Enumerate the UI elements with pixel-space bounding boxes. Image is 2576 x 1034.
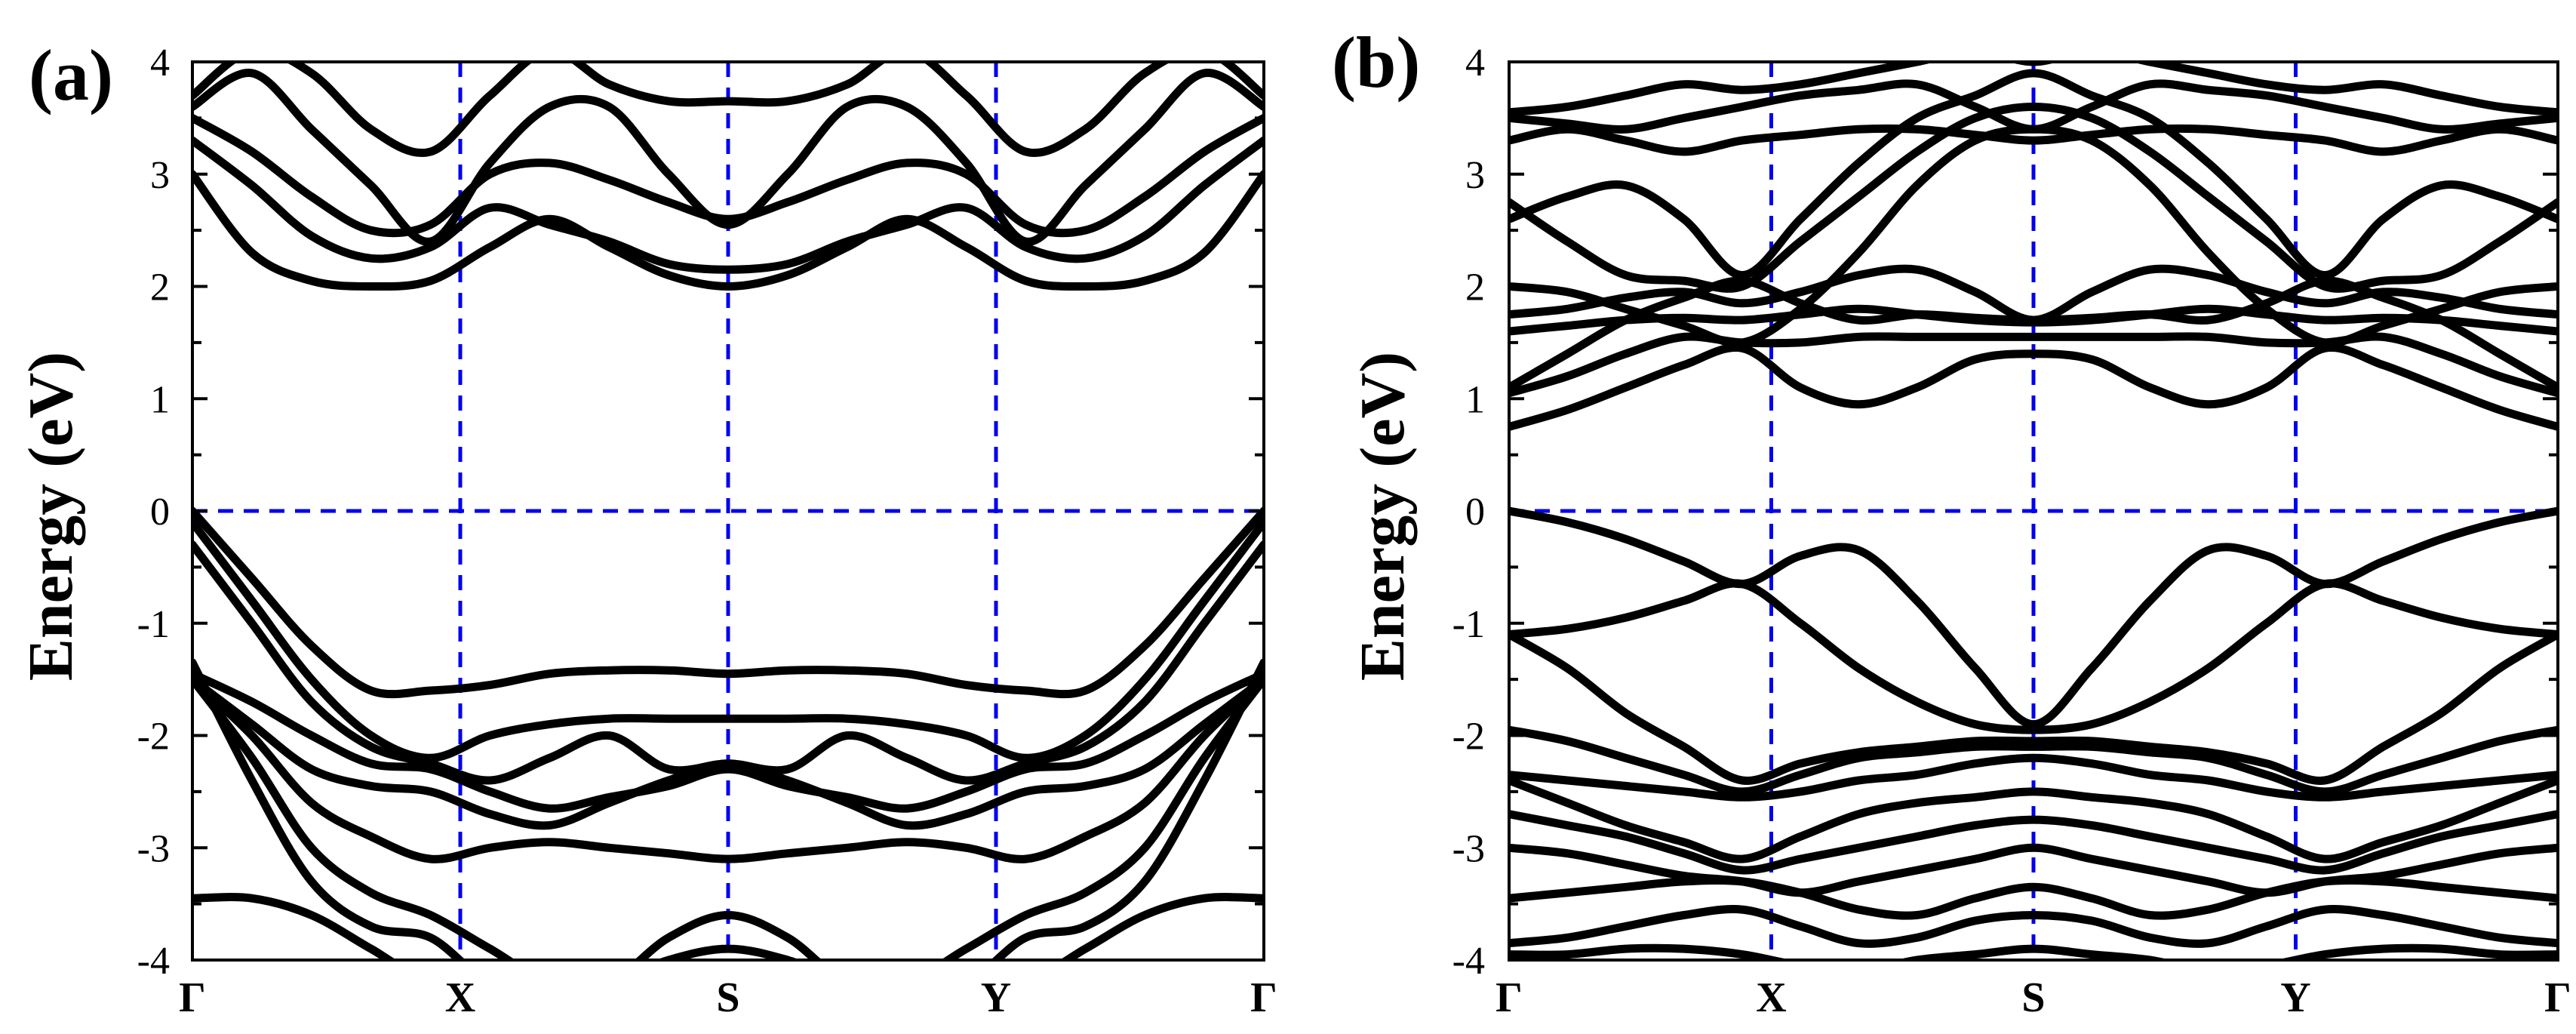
ytick-label-a: 1 — [150, 378, 170, 421]
xtick-label-a: Y — [981, 974, 1011, 1021]
band-cb7-b — [1509, 69, 2558, 280]
ytick-label-a: -1 — [137, 603, 170, 646]
panel-label-b: (b) — [1332, 22, 1420, 103]
ytick-label-a: 0 — [150, 491, 170, 534]
band-cb11-b — [1509, 62, 2558, 117]
plot-frame-a — [191, 60, 1265, 962]
ytick-label-a: -2 — [137, 715, 170, 759]
band-cb2-b — [1509, 332, 2558, 398]
symmetry-lines-b — [1509, 62, 2558, 960]
band-cb5-b — [1509, 264, 2558, 325]
ytick-label-b: -4 — [1452, 940, 1485, 983]
band-vb5-b — [1509, 753, 2558, 802]
ylabel-b: Energy (eV) — [1348, 352, 1418, 681]
panel-a: (a) Energy (eV) 4 3 2 1 0 -1 -2 -3 -4 Γ X S Y Γ — [16, 35, 1277, 1021]
band-cb5-a — [192, 62, 1264, 157]
ytick-labels-b: 4 3 2 1 0 -1 -2 -3 -4 — [1452, 42, 1485, 983]
ytick-label-b: 2 — [1465, 266, 1485, 309]
band-vb2-a — [192, 518, 1264, 762]
band-vb9-b — [1509, 876, 2558, 920]
xtick-label-a: Γ — [179, 974, 206, 1021]
panel-b: (b) Energy (eV) 4 3 2 1 0 -1 -2 -3 -4 Γ X S Y Γ — [1332, 22, 2571, 1021]
band-vb1-b — [1509, 506, 2558, 729]
band-vb5-a — [192, 675, 1264, 830]
xtick-label-b: Y — [2280, 974, 2310, 1021]
band-vb7-b — [1509, 810, 2558, 875]
band-cb8-b — [1509, 103, 2558, 293]
ylabel-a: Energy (eV) — [16, 352, 86, 681]
ytick-label-b: -1 — [1452, 603, 1485, 646]
band-cb2-a — [192, 136, 1264, 274]
xtick-label-b: X — [1756, 974, 1786, 1021]
band-vb9-a — [192, 893, 1264, 960]
xtick-label-b: Γ — [1495, 974, 1523, 1021]
band-cb1-a — [192, 170, 1264, 291]
band-vb10-b — [1509, 905, 2558, 948]
ytick-label-b: 1 — [1465, 378, 1485, 421]
band-cb9-b — [1509, 124, 2558, 156]
ytick-labels-a: 4 3 2 1 0 -1 -2 -3 -4 — [137, 42, 170, 983]
band-vb4-a — [192, 669, 1264, 813]
ytick-label-b: 4 — [1465, 42, 1485, 85]
ytick-label-a: 2 — [150, 266, 170, 309]
ytick-label-b: 0 — [1465, 491, 1485, 534]
symmetry-lines-a — [192, 62, 1264, 960]
bands-a — [192, 62, 1264, 960]
ytick-label-b: 3 — [1465, 154, 1485, 197]
plot-frame-b — [1508, 60, 2559, 962]
band-cb1-b — [1509, 343, 2558, 431]
ytick-label-a: 3 — [150, 154, 170, 197]
ytick-label-a: -3 — [137, 827, 170, 870]
band-vb6-b — [1509, 776, 2558, 863]
panel-label-a: (a) — [29, 35, 113, 115]
ytick-label-a: 4 — [150, 42, 170, 85]
ytick-label-b: -2 — [1452, 715, 1485, 759]
xtick-label-a: Γ — [1250, 974, 1277, 1021]
xtick-label-a: X — [445, 974, 475, 1021]
band-vb8-b — [1509, 843, 2558, 897]
band-vb2-b — [1509, 579, 2558, 734]
xtick-label-b: Γ — [2544, 974, 2571, 1021]
band-vb4-b — [1509, 725, 2558, 796]
band-vb6-a — [192, 675, 1264, 863]
band-vb1-a — [192, 506, 1264, 699]
band-vb8-a — [192, 658, 1264, 960]
ytick-label-a: -4 — [137, 940, 170, 983]
band-vb11-b — [1509, 943, 2558, 960]
ytick-label-b: -3 — [1452, 827, 1485, 870]
band-cb3-a — [192, 113, 1264, 238]
xtick-label-a: S — [716, 974, 739, 1021]
band-cb10-b — [1509, 79, 2558, 134]
xtick-label-b: S — [2021, 974, 2045, 1021]
band-cb4-a — [192, 69, 1264, 246]
bands-b — [1509, 62, 2558, 960]
band-vb7-a — [192, 675, 1264, 960]
band-vb3-b — [1509, 630, 2558, 785]
